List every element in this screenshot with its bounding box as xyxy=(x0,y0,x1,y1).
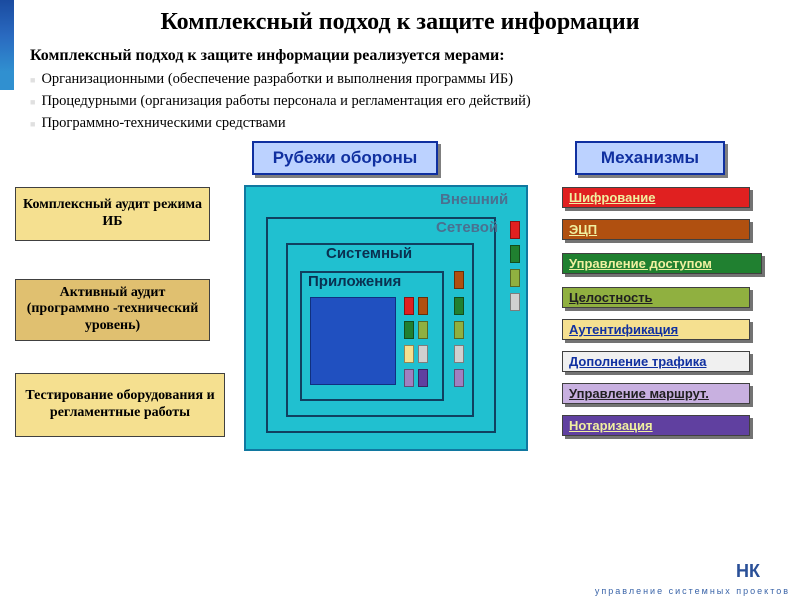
bullet-list: Организационными (обеспечение разработки… xyxy=(0,69,800,141)
mechanism-1: ЭЦП xyxy=(562,219,750,240)
bullet-item: Организационными (обеспечение разработки… xyxy=(30,69,770,91)
defense-layer-label-0: Внешний xyxy=(440,191,508,208)
mechanism-chip xyxy=(510,269,520,287)
audit-box-1: Активный аудит (программно -технический … xyxy=(15,279,210,341)
mechanism-chip xyxy=(454,271,464,289)
accent-bar xyxy=(0,0,14,90)
mechanism-chip xyxy=(454,345,464,363)
mechanism-chip xyxy=(404,345,414,363)
mechanism-chip xyxy=(418,369,428,387)
mechanism-6: Управление маршрут. xyxy=(562,383,750,404)
footer-brand: НК xyxy=(736,561,760,582)
audit-box-0: Комплексный аудит режима ИБ xyxy=(15,187,210,241)
subtitle: Комплексный подход к защите информации р… xyxy=(0,41,800,69)
mechanism-4: Аутентификация xyxy=(562,319,750,340)
mechanism-2: Управление доступом xyxy=(562,253,762,274)
mechanisms-header: Механизмы xyxy=(575,141,725,175)
bullet-item: Программно-техническими средствами xyxy=(30,113,770,135)
mechanism-chip xyxy=(418,297,428,315)
mechanism-chip xyxy=(510,293,520,311)
mechanism-chip xyxy=(454,321,464,339)
footer-tagline: управление системных проектов xyxy=(595,586,790,596)
defense-core xyxy=(310,297,396,385)
bullet-item: Процедурными (организация работы персона… xyxy=(30,91,770,113)
mechanism-chip xyxy=(454,369,464,387)
defense-layer-label-2: Системный xyxy=(326,245,412,262)
diagram-area: Рубежи обороны Механизмы Комплексный аудит… xyxy=(0,141,800,551)
mechanism-7: Нотаризация xyxy=(562,415,750,436)
mechanism-chip xyxy=(404,297,414,315)
mechanism-5: Дополнение трафика xyxy=(562,351,750,372)
defense-layer-label-3: Приложения xyxy=(308,273,401,290)
mechanism-chip xyxy=(404,369,414,387)
mechanism-3: Целостность xyxy=(562,287,750,308)
mechanism-chip xyxy=(510,221,520,239)
mechanism-0: Шифрование xyxy=(562,187,750,208)
defense-layer-label-1: Сетевой xyxy=(436,219,498,236)
mechanism-chip xyxy=(418,321,428,339)
defense-header: Рубежи обороны xyxy=(252,141,438,175)
mechanism-chip xyxy=(404,321,414,339)
audit-box-2: Тестирование оборудования и регламентные… xyxy=(15,373,225,437)
mechanism-chip xyxy=(510,245,520,263)
page-title: Комплексный подход к защите информации xyxy=(0,0,800,41)
mechanism-chip xyxy=(418,345,428,363)
mechanism-chip xyxy=(454,297,464,315)
